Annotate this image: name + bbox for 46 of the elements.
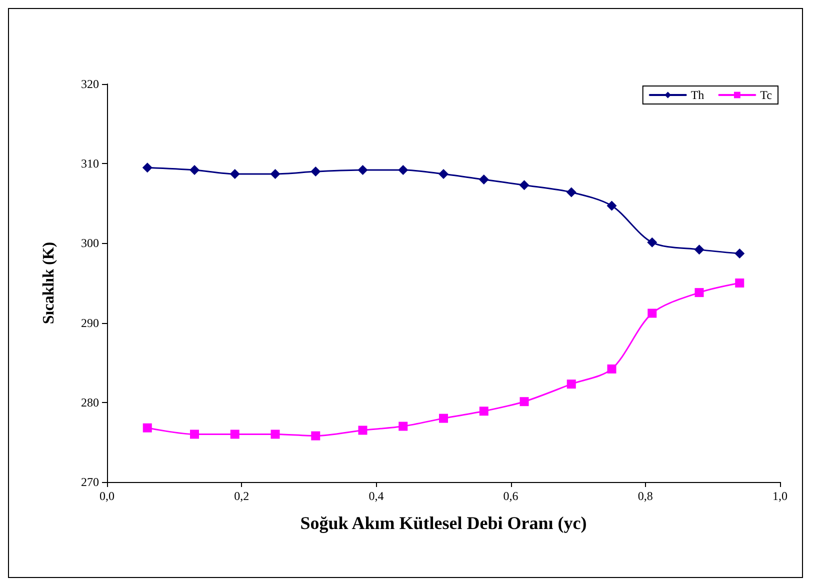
- point: [230, 430, 240, 439]
- point: [607, 364, 616, 374]
- y-tick-label: 320: [81, 77, 99, 91]
- point: [694, 288, 704, 298]
- point: [358, 164, 368, 175]
- y-axis-title: Sıcaklık (K): [40, 242, 58, 324]
- y-tick-label: 300: [81, 236, 99, 250]
- x-tick-label: 0,8: [638, 489, 653, 503]
- legend-label: Th: [690, 88, 704, 102]
- point: [438, 168, 448, 179]
- point: [270, 430, 280, 439]
- point: [439, 414, 448, 423]
- point: [479, 406, 488, 416]
- x-tick-label: 1,0: [772, 489, 788, 503]
- x-tick-label: 0,2: [234, 489, 250, 503]
- point: [398, 422, 408, 431]
- point: [311, 431, 320, 440]
- point: [142, 423, 152, 432]
- x-tick-label: 0,4: [368, 489, 384, 503]
- x-tick-label: 0,6: [503, 489, 518, 503]
- point: [270, 168, 280, 179]
- y-tick-label: 270: [81, 475, 99, 489]
- point: [190, 430, 199, 439]
- point: [142, 162, 152, 173]
- legend-label: Tc: [760, 88, 772, 102]
- y-tick-label: 280: [81, 395, 99, 410]
- point: [606, 200, 617, 211]
- point: [520, 397, 529, 406]
- point: [310, 166, 321, 177]
- point: [647, 237, 658, 248]
- y-tick-label: 310: [81, 156, 99, 171]
- point: [358, 426, 368, 435]
- point: [230, 168, 240, 179]
- point: [735, 278, 744, 288]
- point: [648, 308, 657, 318]
- point: [734, 248, 745, 259]
- point: [566, 380, 576, 389]
- point: [398, 164, 408, 175]
- point: [189, 164, 200, 175]
- point: [694, 244, 704, 255]
- point: [566, 187, 576, 198]
- y-tick-label: 290: [81, 316, 99, 330]
- x-axis-title: Soğuk Akım Kütlesel Debi Oranı (yc): [300, 513, 587, 533]
- point: [519, 180, 530, 190]
- point: [478, 174, 489, 185]
- x-tick-label: 0,0: [100, 489, 114, 503]
